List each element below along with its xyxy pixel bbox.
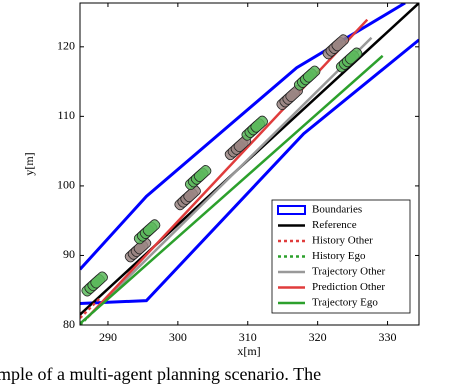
legend-label: Trajectory Ego <box>312 297 378 309</box>
ego-vehicle <box>184 165 212 191</box>
series-line <box>86 18 369 319</box>
y-axis-label: y[m] <box>22 152 36 175</box>
legend-label: History Other <box>312 235 373 247</box>
other-vehicle <box>124 237 152 263</box>
other-vehicle-body <box>183 185 201 203</box>
other-vehicle <box>322 34 350 60</box>
y-tick-label: 90 <box>63 247 75 261</box>
series-line <box>93 36 373 312</box>
series-line <box>80 3 419 305</box>
ego-vehicle <box>241 115 268 141</box>
x-tick-label: 290 <box>99 330 117 344</box>
series-line <box>80 296 102 319</box>
y-tick-label: 120 <box>57 39 75 53</box>
plot-area <box>80 3 419 325</box>
ego-vehicle-body <box>250 115 268 133</box>
legend-box <box>271 199 411 314</box>
legend-label: History Ego <box>312 250 366 262</box>
ego-vehicle-body <box>142 219 161 237</box>
ego-vehicle-body <box>193 165 212 183</box>
legend-label: Reference <box>312 219 357 231</box>
ego-vehicle-body <box>90 271 108 289</box>
x-axis-label: x[m] <box>237 344 260 358</box>
legend-label: Boundaries <box>312 204 362 216</box>
ego-vehicle-body <box>302 65 321 83</box>
series-line <box>80 54 384 325</box>
other-vehicle <box>174 185 201 211</box>
x-tick-label: 330 <box>379 330 397 344</box>
legend: Boundaries Reference History Other History … <box>271 199 411 314</box>
ego-vehicle <box>81 271 108 297</box>
legend-label: Trajectory Other <box>312 266 386 278</box>
other-vehicle-body <box>331 34 350 52</box>
y-tick-label: 110 <box>57 108 75 122</box>
legend-label: Prediction Other <box>312 281 385 293</box>
x-tick-label: 300 <box>169 330 187 344</box>
ego-vehicle-body <box>344 47 363 65</box>
ego-vehicle <box>293 65 321 91</box>
ego-vehicle <box>133 219 161 245</box>
y-tick-label: 100 <box>57 178 75 192</box>
plot-frame <box>79 2 420 326</box>
x-tick-label: 310 <box>239 330 257 344</box>
legend-swatch <box>277 205 306 215</box>
caption: mple of a multi-agent planning scenario.… <box>0 364 321 384</box>
ego-vehicle <box>335 47 363 73</box>
y-tick-label: 80 <box>63 317 75 331</box>
axes: 290 300 310 320 330 80 90 100 110 120 <box>57 3 419 344</box>
x-tick-label: 320 <box>309 330 327 344</box>
